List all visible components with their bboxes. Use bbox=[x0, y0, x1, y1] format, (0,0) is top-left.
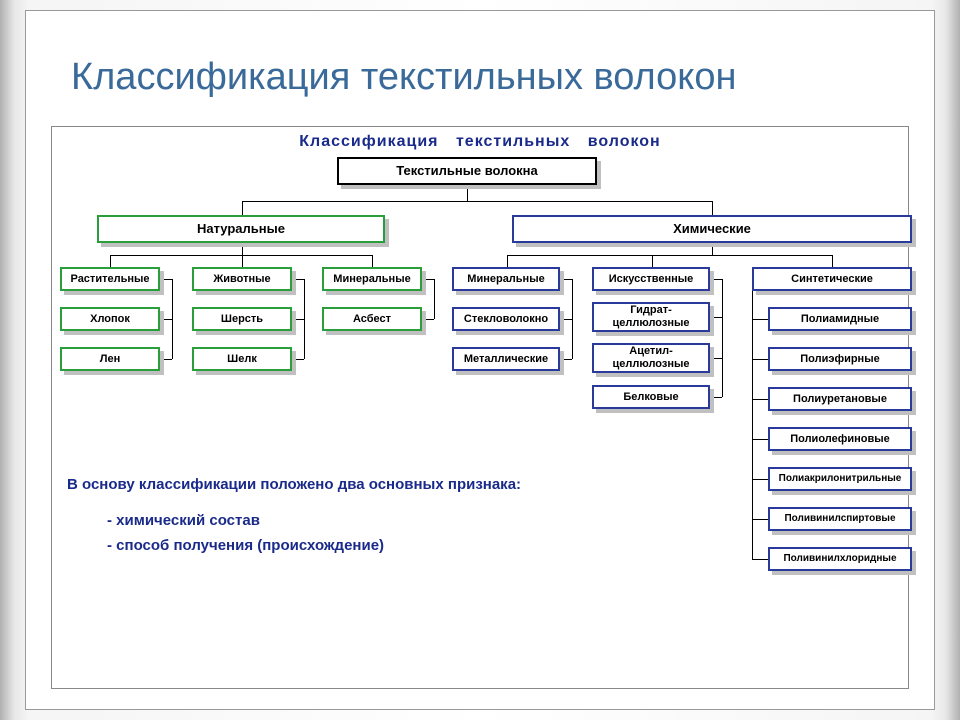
connector bbox=[572, 279, 573, 359]
connector bbox=[752, 519, 768, 520]
connector bbox=[752, 559, 768, 560]
node-wrap: Текстильные волокна bbox=[337, 157, 597, 185]
node-mineral_n: Минеральные bbox=[322, 267, 422, 291]
connector bbox=[712, 201, 713, 215]
node-wrap: Металлические bbox=[452, 347, 560, 371]
diagram-canvas: Классификация текстильных волокон Тексти… bbox=[51, 126, 909, 689]
node-polyacryl: Полиакрилонитрильные bbox=[768, 467, 912, 491]
chart-title-word: волокон bbox=[588, 133, 661, 150]
caption-line: - химический состав bbox=[67, 508, 521, 534]
connector bbox=[434, 279, 435, 319]
node-wrap: Минеральные bbox=[322, 267, 422, 291]
connector bbox=[110, 255, 372, 256]
connector bbox=[172, 279, 173, 359]
node-wrap: Химические bbox=[512, 215, 912, 243]
node-polyvinyl_c: Поливинилхлоридные bbox=[768, 547, 912, 571]
connector bbox=[652, 255, 653, 267]
node-wrap: Лен bbox=[60, 347, 160, 371]
node-wool: Шерсть bbox=[192, 307, 292, 331]
node-glass: Стекловолокно bbox=[452, 307, 560, 331]
node-silk: Шелк bbox=[192, 347, 292, 371]
node-wrap: Поливинилспиртовые bbox=[768, 507, 912, 531]
node-metal: Металлические bbox=[452, 347, 560, 371]
node-wrap: Шелк bbox=[192, 347, 292, 371]
node-polyurethane: Полиуретановые bbox=[768, 387, 912, 411]
chart-title: Классификация текстильных волокон bbox=[52, 133, 908, 151]
connector bbox=[242, 255, 243, 267]
node-protein: Белковые bbox=[592, 385, 710, 409]
connector bbox=[752, 479, 768, 480]
node-asbestos: Асбест bbox=[322, 307, 422, 331]
caption-line: В основу классификации положено два осно… bbox=[67, 472, 521, 498]
node-chemical: Химические bbox=[512, 215, 912, 243]
node-acetyl: Ацетил- целлюлозные bbox=[592, 343, 710, 373]
connector bbox=[242, 201, 243, 215]
connector bbox=[752, 359, 768, 360]
connector bbox=[752, 319, 768, 320]
connector bbox=[372, 255, 373, 267]
node-animal: Животные bbox=[192, 267, 292, 291]
node-wrap: Хлопок bbox=[60, 307, 160, 331]
connector bbox=[304, 279, 305, 359]
node-wrap: Белковые bbox=[592, 385, 710, 409]
node-wrap: Искусственные bbox=[592, 267, 710, 291]
node-wrap: Полиэфирные bbox=[768, 347, 912, 371]
slide-background: Классификация текстильных волокон Класси… bbox=[0, 0, 960, 720]
node-wrap: Животные bbox=[192, 267, 292, 291]
caption-block: В основу классификации положено два осно… bbox=[67, 472, 521, 559]
slide-frame: Классификация текстильных волокон Класси… bbox=[25, 10, 935, 710]
node-wrap: Ацетил- целлюлозные bbox=[592, 343, 710, 373]
connector bbox=[752, 439, 768, 440]
node-wrap: Шерсть bbox=[192, 307, 292, 331]
node-polyolefin: Полиолефиновые bbox=[768, 427, 912, 451]
node-wrap: Полиолефиновые bbox=[768, 427, 912, 451]
node-wrap: Синтетические bbox=[752, 267, 912, 291]
node-plant: Растительные bbox=[60, 267, 160, 291]
slide-title: Классификация текстильных волокон bbox=[71, 56, 736, 99]
node-wrap: Гидрат- целлюлозные bbox=[592, 302, 710, 332]
node-wrap: Растительные bbox=[60, 267, 160, 291]
node-polyvinyl_s: Поливинилспиртовые bbox=[768, 507, 912, 531]
node-polyamide: Полиамидные bbox=[768, 307, 912, 331]
node-mineral_c: Минеральные bbox=[452, 267, 560, 291]
caption-line: - способ получения (происхождение) bbox=[67, 533, 521, 559]
connector bbox=[110, 255, 111, 267]
node-wrap: Минеральные bbox=[452, 267, 560, 291]
connector bbox=[507, 255, 832, 256]
node-wrap: Полиамидные bbox=[768, 307, 912, 331]
chart-title-word: Классификация bbox=[299, 133, 438, 150]
node-root: Текстильные волокна bbox=[337, 157, 597, 185]
node-wrap: Стекловолокно bbox=[452, 307, 560, 331]
node-hydrate: Гидрат- целлюлозные bbox=[592, 302, 710, 332]
node-cotton: Хлопок bbox=[60, 307, 160, 331]
node-flax: Лен bbox=[60, 347, 160, 371]
node-polyester: Полиэфирные bbox=[768, 347, 912, 371]
connector bbox=[752, 399, 768, 400]
node-wrap: Полиакрилонитрильные bbox=[768, 467, 912, 491]
node-synthetic: Синтетические bbox=[752, 267, 912, 291]
node-wrap: Поливинилхлоридные bbox=[768, 547, 912, 571]
node-wrap: Натуральные bbox=[97, 215, 385, 243]
connector bbox=[507, 255, 508, 267]
chart-title-word: текстильных bbox=[456, 133, 570, 150]
connector bbox=[242, 201, 712, 202]
node-artificial: Искусственные bbox=[592, 267, 710, 291]
connector bbox=[722, 279, 723, 397]
connector bbox=[832, 255, 833, 267]
node-wrap: Полиуретановые bbox=[768, 387, 912, 411]
node-natural: Натуральные bbox=[97, 215, 385, 243]
node-wrap: Асбест bbox=[322, 307, 422, 331]
